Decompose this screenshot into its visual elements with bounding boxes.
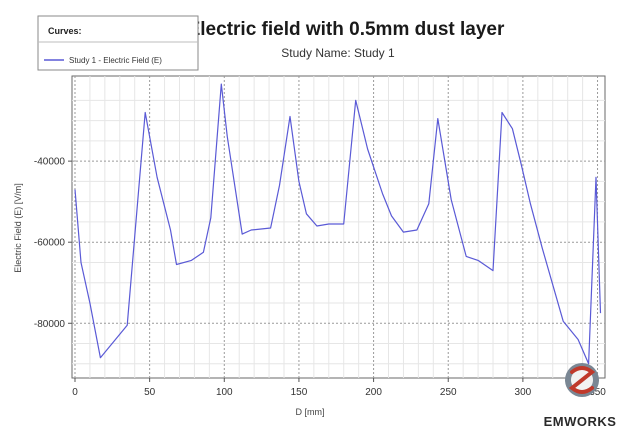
- x-tick-label: 100: [216, 387, 233, 398]
- legend-entry: Study 1 - Electric Field (E): [69, 56, 162, 65]
- series-lines: [74, 83, 602, 365]
- x-tick-label: 200: [365, 387, 382, 398]
- logo-swirl: [568, 366, 596, 394]
- x-axis-label: D [mm]: [296, 407, 325, 417]
- x-tick-label: 250: [440, 387, 457, 398]
- x-tick-label: 300: [515, 387, 532, 398]
- legend: Curves: Study 1 - Electric Field (E): [37, 15, 199, 71]
- x-tick-label: 0: [72, 387, 78, 398]
- y-axis-label: Electric Field (E) [V/m]: [13, 183, 23, 273]
- grid: [72, 76, 605, 378]
- legend-box: [37, 15, 199, 71]
- y-tick-label: -80000: [34, 319, 66, 330]
- emworks-logo: EMWORKS: [544, 363, 617, 429]
- legend-title: Curves:: [48, 26, 82, 36]
- x-tick-label: 150: [291, 387, 308, 398]
- chart-subtitle: Study Name: Study 1: [281, 46, 395, 60]
- axis-ticks: 0 50 100 150 200 250 300 350 -40000 -60000 -80000: [34, 157, 606, 398]
- y-tick-label: -40000: [34, 157, 66, 168]
- plot-area: [71, 75, 606, 379]
- x-tick-label: 350: [589, 387, 606, 398]
- x-tick-label: 50: [144, 387, 156, 398]
- series-line: [74, 83, 602, 365]
- logo-text: EMWORKS: [544, 414, 617, 429]
- chart-title: Electric field with 0.5mm dust layer: [188, 19, 505, 40]
- y-tick-label: -60000: [34, 238, 66, 249]
